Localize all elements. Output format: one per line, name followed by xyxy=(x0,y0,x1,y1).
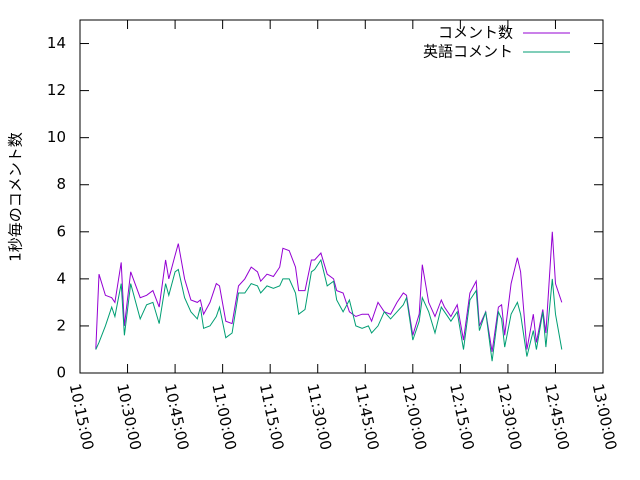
y-tick-label: 14 xyxy=(47,34,66,52)
y-tick-label: 0 xyxy=(56,364,66,382)
y-tick-label: 6 xyxy=(56,222,66,240)
legend-label: コメント数 xyxy=(438,24,513,42)
y-tick-label: 2 xyxy=(56,316,66,334)
legend-label: 英語コメント xyxy=(423,43,513,61)
plot-border xyxy=(79,19,604,374)
y-tick-label: 8 xyxy=(56,175,66,193)
data-line xyxy=(95,231,563,352)
y-tick-label: 10 xyxy=(47,128,66,146)
y-tick-label: 4 xyxy=(56,269,66,287)
y-axis-label: 1秒毎のコメント数 xyxy=(7,132,25,262)
y-tick-label: 12 xyxy=(47,81,66,99)
data-line xyxy=(95,258,563,362)
